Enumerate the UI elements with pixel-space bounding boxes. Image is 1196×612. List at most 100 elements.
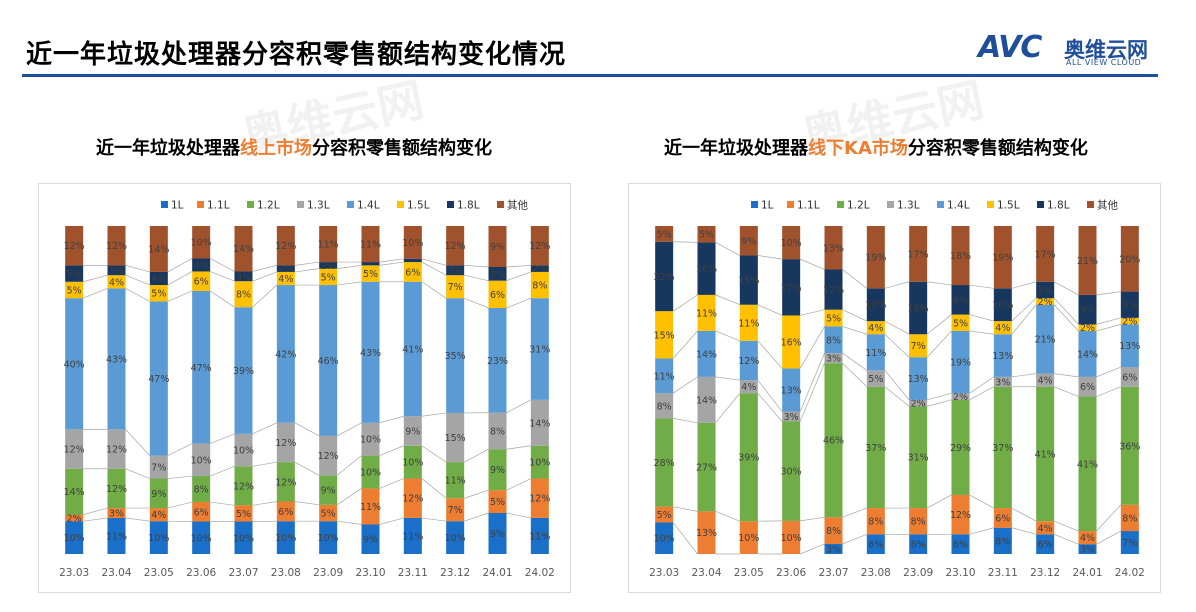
data-label: 7% — [1122, 538, 1137, 549]
data-label: 10% — [360, 468, 381, 479]
bar-segment-1p1l — [1120, 504, 1139, 532]
bar-segment-1p4l — [1036, 304, 1055, 374]
bar-segment-1p8l — [530, 265, 549, 272]
connector-line — [672, 522, 698, 555]
connector-line — [673, 506, 698, 512]
stacked-bar-23-03: 10% 2% 14% 12% 40% 5% 5% 12% — [64, 226, 85, 554]
bar-segment-1p1l — [1036, 521, 1055, 535]
connector-line — [421, 261, 447, 276]
data-label: 9% — [405, 427, 420, 438]
bar-segment-1l — [1078, 544, 1097, 554]
connector-line — [800, 543, 825, 555]
bar-segment-1l — [655, 522, 674, 554]
data-label: 4% — [868, 323, 883, 334]
connector-line — [927, 494, 952, 509]
series-connector-lines — [672, 241, 1122, 555]
bar-segment-1p8l — [909, 281, 928, 335]
stacked-bar-23-07: 3% 8% 46% 3% 8% 5% 12% 13% — [823, 226, 844, 555]
x-tick-label: 23.05 — [144, 567, 174, 579]
data-label: 3% — [826, 354, 841, 365]
connector-line — [799, 353, 825, 412]
bar-segment-1p3l — [951, 393, 970, 400]
stacked-bar-24-01: 9% 5% 9% 8% 23% 6% 3% 9% — [487, 226, 508, 554]
data-label: 13% — [823, 243, 844, 254]
data-label: 5% — [1038, 285, 1053, 296]
legend-item-1p3l: 1.3L — [887, 200, 920, 212]
data-label: 14% — [696, 395, 717, 406]
bar-segment-1p4l — [319, 285, 338, 436]
connector-line — [210, 433, 235, 444]
data-label: 31% — [908, 453, 929, 464]
data-label: 11% — [865, 348, 886, 359]
bar-segment-1p8l — [1120, 291, 1139, 318]
stacked-bar-23-07: 10% 5% 12% 10% 39% 8% 3% 14% — [233, 226, 254, 554]
data-label: 5% — [657, 229, 672, 240]
x-tick-label: 23.04 — [691, 567, 721, 579]
data-label: 12% — [318, 451, 339, 462]
connector-line — [1096, 366, 1121, 378]
connector-line — [125, 468, 150, 479]
connector-line — [379, 478, 404, 489]
connector-line — [125, 274, 150, 286]
bar-segment-1p5l — [488, 280, 507, 308]
bar-segment-1p3l — [697, 376, 716, 423]
data-label: 5% — [699, 230, 714, 241]
bar-segment-1p1l — [192, 502, 211, 522]
data-label: 10% — [191, 238, 212, 249]
bar-segment-1p8l — [192, 258, 211, 272]
chart-title-online-pre: 近一年垃圾处理器 — [96, 138, 240, 159]
x-tick-label: 23.04 — [101, 567, 131, 579]
page-title: 近一年垃圾处理器分容积零售额结构变化情况 — [26, 40, 567, 70]
connector-line — [757, 340, 783, 369]
data-label: 13% — [696, 528, 717, 539]
x-tick-label: 23.11 — [398, 567, 428, 579]
connector-line — [672, 376, 698, 394]
stacked-bar-23-11: 8% 6% 37% 3% 13% 4% 10% 19% — [992, 226, 1013, 554]
bar-segment-1p4l — [107, 288, 126, 430]
data-label: 10% — [64, 533, 85, 544]
connector-line — [969, 330, 994, 335]
stacked-bar-23-09: 6% 8% 31% 2% 13% 7% 16% 17% — [908, 226, 929, 554]
legend-swatch — [347, 201, 354, 208]
connector-line — [210, 258, 235, 272]
data-label: 11% — [445, 476, 466, 487]
legend-swatch — [1087, 201, 1094, 208]
legend-swatch — [751, 201, 758, 208]
x-tick-label: 24.01 — [1072, 567, 1102, 579]
bar-segment-1p2l — [739, 393, 758, 522]
data-label: 14% — [529, 418, 550, 429]
bar-segment-1p3l — [655, 393, 674, 419]
bar-segment-1p8l — [1078, 294, 1097, 325]
bar-segment-1p2l — [993, 386, 1012, 509]
x-tick-label: 23.03 — [649, 567, 679, 579]
x-tick-label: 24.01 — [482, 567, 512, 579]
data-label: 3% — [236, 272, 251, 283]
data-label: 8% — [868, 517, 883, 528]
bar-segment-1p5l — [866, 321, 885, 335]
bar-segment-1p1l — [909, 508, 928, 535]
chart-title-online-highlight: 线上市场 — [240, 138, 312, 159]
data-label: 3% — [1080, 545, 1095, 556]
bar-segment-1l — [149, 521, 168, 554]
connector-line — [83, 287, 108, 299]
bar-segment-other — [65, 226, 84, 266]
bar-segment-other — [782, 226, 801, 260]
bar-segment-1p4l — [909, 357, 928, 400]
connector-line — [421, 281, 447, 299]
connector-line — [800, 258, 825, 270]
connector-line — [757, 393, 783, 422]
connector-line — [799, 326, 825, 369]
bar-segment-1l — [192, 521, 211, 554]
connector-line — [294, 268, 320, 273]
data-label: 10% — [148, 533, 169, 544]
data-label: 3% — [826, 544, 841, 555]
data-label: 28% — [654, 458, 675, 469]
bar-segment-1p4l — [824, 326, 843, 354]
data-label: 4% — [1038, 523, 1053, 534]
data-label: 5% — [868, 374, 883, 385]
connector-line — [757, 379, 783, 412]
connector-line — [337, 520, 362, 525]
bar-segment-1p1l — [655, 506, 674, 523]
title-rule — [22, 74, 1158, 77]
data-label: 2% — [1038, 297, 1053, 308]
